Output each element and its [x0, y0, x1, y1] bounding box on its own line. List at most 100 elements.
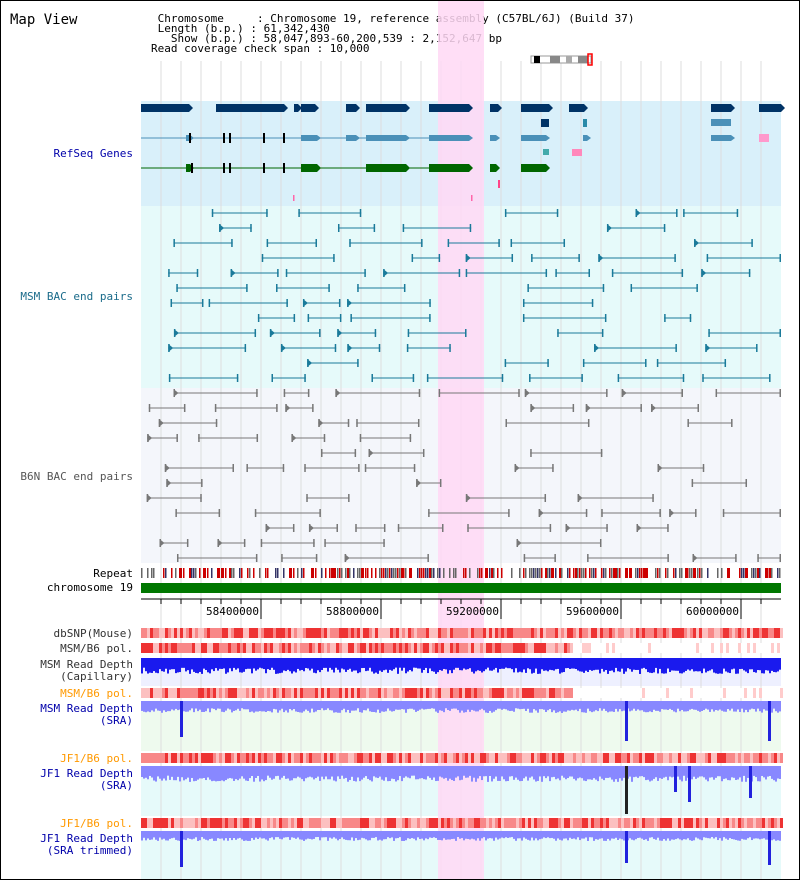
repeat-block	[339, 568, 341, 578]
msm-sra-depth-bar	[563, 701, 565, 712]
jf1-sra-depth-bar	[353, 766, 355, 781]
jf1-trim-depth-bar	[259, 831, 261, 838]
jf1-trim-depth-bar	[479, 831, 481, 841]
jf1-trim-depth-bar	[563, 831, 565, 839]
dbsnp-heat-cell	[252, 628, 255, 638]
msm-bac-pair-end	[663, 224, 666, 232]
jf1-pol2-heat-cell	[459, 818, 462, 828]
msm-pol2-heat-cell	[468, 688, 471, 698]
jf1-trim-depth-bar	[553, 831, 555, 839]
msm-pol2-heat-cell	[684, 688, 687, 698]
repeat-block	[347, 568, 350, 578]
dbsnp-heat-cell	[360, 628, 363, 638]
jf1-pol2-heat-cell	[222, 818, 225, 828]
jf1-trim-depth-bar	[751, 831, 753, 841]
b6n-bac-pair-end	[779, 554, 781, 562]
jf1-pol2-heat-cell	[657, 818, 660, 828]
msm-cap-depth-bar	[731, 658, 733, 670]
msm-bac-end-arrow	[168, 344, 174, 352]
msm-cap-depth-bar	[541, 658, 543, 670]
msm-cap-depth-bar	[201, 658, 203, 674]
jf1-pol-heat-cell	[360, 753, 363, 763]
jf1-pol2-heat-cell	[438, 818, 441, 828]
jf1-pol-heat-cell	[513, 753, 516, 763]
b6n-bac-pair-end	[313, 539, 315, 547]
jf1-trim-depth-bar	[291, 831, 293, 838]
jf1-sra-depth-bar	[289, 766, 291, 781]
jf1-sra-depth-bar	[495, 766, 497, 777]
jf1-pol2-heat-cell	[351, 818, 354, 828]
jf1-trim-depth-bar	[487, 831, 489, 839]
jf1-sra-depth-bar	[195, 766, 197, 781]
jf1-pol-heat-cell	[306, 753, 309, 763]
dbsnp-heat-cell	[753, 628, 756, 638]
jf1-trim-depth-bar	[423, 831, 425, 841]
jf1-pol2-heat-cell	[567, 818, 570, 828]
msm-bac-pair-end	[706, 254, 709, 262]
jf1-sra-depth-bar	[493, 766, 495, 779]
msm-pol-heat-cell	[330, 643, 333, 653]
repeat-block	[611, 568, 613, 578]
jf1-pol-heat-cell	[180, 753, 183, 763]
msm-pol2-heat-cell	[234, 688, 237, 698]
b6n-bac-pair-end	[572, 404, 575, 412]
b6n-bac-pair-end	[214, 404, 217, 412]
jf1-trim-depth-bar	[221, 831, 223, 839]
jf1-sra-depth-bar	[605, 766, 607, 778]
gene-strand-arrow	[546, 135, 550, 141]
axis-tick-label: 58800000	[326, 605, 379, 618]
jf1-sra-depth-bar	[677, 766, 679, 777]
msm-pol2-heat-cell	[606, 688, 609, 698]
msm-pol-heat-cell	[561, 643, 564, 653]
msm-cap-depth-bar	[659, 658, 661, 669]
dbsnp-heat-cell	[756, 628, 759, 638]
dbsnp-heat-cell	[342, 628, 345, 638]
repeat-block	[431, 568, 433, 578]
jf1-trim-depth-bar	[155, 831, 157, 840]
msm-sra-depth-bar	[481, 701, 483, 709]
msm-bac-pair-end	[406, 344, 409, 352]
msm-pol-heat-cell	[696, 643, 699, 653]
jf1-pol-heat-cell	[483, 753, 486, 763]
jf1-pol2-heat-cell	[345, 818, 348, 828]
gene-exon	[301, 104, 315, 112]
msm-cap-depth-bar	[233, 658, 235, 668]
jf1-pol-heat-cell	[501, 753, 504, 763]
jf1-pol2-heat-cell	[306, 818, 309, 828]
msm-sra-depth-bar	[285, 701, 287, 711]
jf1-pol2-heat-cell	[180, 818, 183, 828]
msm-sra-depth-bar	[581, 701, 583, 713]
msm-cap-depth-bar	[235, 658, 237, 670]
jf1-pol-heat-cell	[774, 753, 777, 763]
dbsnp-heat-cell	[369, 628, 372, 638]
repeat-block	[601, 568, 603, 578]
msm-pol-heat-cell	[300, 643, 303, 653]
msm-pol-heat-cell	[639, 643, 642, 653]
jf1-sra-depth-bar	[423, 766, 425, 780]
msm-pol-heat-cell	[183, 643, 186, 653]
jf1-trim-depth-bar	[207, 831, 209, 841]
repeat-block	[225, 568, 227, 578]
dbsnp-heat-cell	[177, 628, 180, 638]
jf1-pol-heat-cell	[282, 753, 285, 763]
jf1-sra-depth-bar	[229, 766, 231, 779]
msm-pol2-heat-cell	[768, 688, 771, 698]
jf1-trim-depth-bar	[217, 831, 219, 839]
msm-bac-pair-end	[429, 314, 431, 322]
jf1-sra-depth-bar	[143, 766, 145, 779]
msm-pol-heat-cell	[447, 643, 450, 653]
msm-sra-depth-bar	[301, 701, 303, 713]
jf1-trim-depth-bar	[493, 831, 495, 841]
jf1-sra-depth-bar	[269, 766, 271, 778]
repeat-block	[217, 568, 220, 578]
jf1-trim-depth-bar	[389, 831, 391, 839]
msm-bac-pair-end	[591, 299, 594, 307]
repeat-block	[383, 568, 385, 578]
msm-sra-depth-bar	[743, 701, 745, 713]
msm-cap-depth-bar	[703, 658, 705, 669]
jf1-pol-heat-cell	[492, 753, 495, 763]
msm-sra-depth-bar	[267, 701, 269, 712]
jf1-trim-depth-bar	[657, 831, 659, 838]
msm-pol2-heat-cell	[375, 688, 378, 698]
